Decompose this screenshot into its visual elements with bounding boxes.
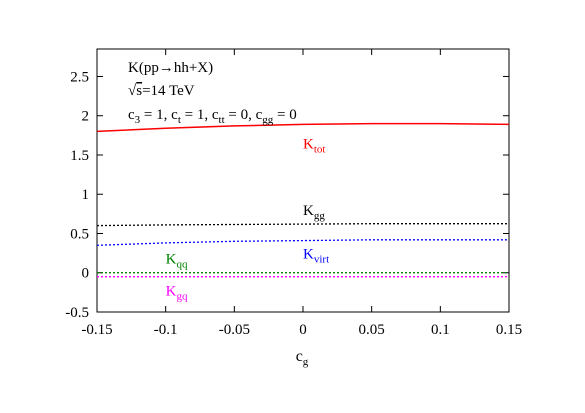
x-tick-label: -0.15 bbox=[81, 322, 112, 338]
x-axis-title: cg bbox=[296, 348, 309, 368]
series-label-virt: Kvirt bbox=[303, 247, 329, 266]
series-line-tot bbox=[96, 122, 510, 133]
series-label-gq: Kgq bbox=[166, 284, 188, 303]
y-tick-label: 0.5 bbox=[70, 226, 89, 242]
x-tick-label: 0.05 bbox=[359, 322, 385, 338]
series-line-gg bbox=[96, 223, 509, 227]
y-tick-label: 2.5 bbox=[70, 69, 89, 85]
curves bbox=[96, 122, 510, 278]
axis-tick-labels: -0.15 -0.1 -0.05 0 0.05 0.1 0.15 -0.5 0 0.5 1 1.5 2 2… bbox=[65, 69, 522, 338]
curve-labels: Ktot Kgg Kvirt Kqq Kgq bbox=[166, 136, 329, 302]
energy-annotation: √s=14 TeV bbox=[128, 83, 195, 99]
series-label-gg: Kgg bbox=[303, 203, 325, 222]
series-label-qq: Kqq bbox=[166, 252, 188, 271]
y-tick-label: 1.5 bbox=[70, 148, 89, 164]
x-tick-label: 0.15 bbox=[496, 322, 522, 338]
y-tick-label: 1 bbox=[82, 187, 90, 203]
series-line-virt bbox=[96, 239, 509, 246]
series-label-tot: Ktot bbox=[303, 136, 325, 155]
x-tick-label: 0.1 bbox=[431, 322, 450, 338]
y-tick-label: -0.5 bbox=[65, 305, 89, 321]
x-tick-label: -0.1 bbox=[154, 322, 178, 338]
x-tick-label: 0 bbox=[299, 322, 307, 338]
y-tick-label: 0 bbox=[82, 266, 90, 282]
y-tick-label: 2 bbox=[82, 109, 90, 125]
process-annotation: K(pp→hh+X) bbox=[128, 60, 213, 76]
x-tick-label: -0.05 bbox=[219, 322, 250, 338]
couplings-annotation: c3 = 1, ct = 1, ctt = 0, cgg = 0 bbox=[128, 107, 297, 126]
